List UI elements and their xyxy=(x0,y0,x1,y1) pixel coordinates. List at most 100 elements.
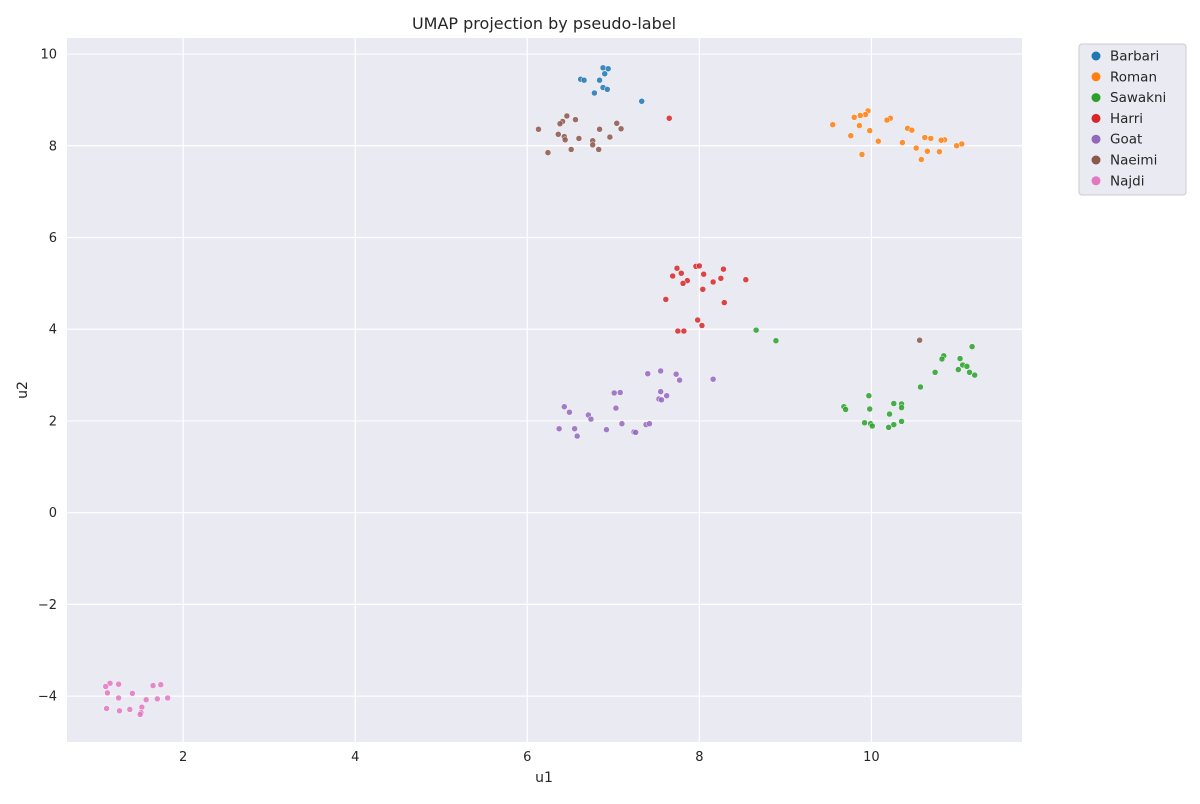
point-sawakni xyxy=(955,366,962,373)
point-roman xyxy=(883,116,891,124)
point-sawakni xyxy=(842,406,849,413)
point-roman xyxy=(829,121,836,128)
point-sawakni xyxy=(869,422,876,430)
point-goat xyxy=(658,396,665,404)
point-naeimi xyxy=(572,116,579,123)
point-harri xyxy=(674,327,682,335)
point-barbari xyxy=(596,76,603,84)
point-goat xyxy=(657,367,664,375)
point-najdi xyxy=(154,695,161,703)
legend-marker-roman xyxy=(1091,72,1101,82)
point-harri xyxy=(678,270,685,277)
data-points xyxy=(102,64,978,718)
point-sawakni xyxy=(956,355,964,362)
y-tick-label: −4 xyxy=(38,690,57,705)
point-najdi xyxy=(116,707,123,715)
point-sawakni xyxy=(966,369,973,376)
point-najdi xyxy=(138,703,146,711)
legend-marker-harri xyxy=(1091,113,1101,123)
point-naeimi xyxy=(563,112,571,120)
point-najdi xyxy=(164,694,171,702)
point-harri xyxy=(698,322,706,329)
y-tick-label: 4 xyxy=(49,323,57,338)
legend-marker-sawakni xyxy=(1091,93,1101,103)
point-roman xyxy=(847,132,855,139)
point-najdi xyxy=(102,683,109,690)
point-sawakni xyxy=(890,421,898,428)
point-naeimi xyxy=(613,120,621,127)
point-roman xyxy=(856,122,863,129)
legend-marker-naeimi xyxy=(1091,155,1101,165)
x-tick-label: 2 xyxy=(179,750,187,765)
legend-label-sawakni: Sawakni xyxy=(1110,90,1166,106)
point-harri xyxy=(680,327,688,335)
point-naeimi xyxy=(595,146,602,153)
point-najdi xyxy=(106,680,114,687)
legend: Barbari Roman Sawakni Harri Goat Naeimi Najdi xyxy=(1078,43,1187,196)
point-naeimi xyxy=(916,336,923,344)
point-najdi xyxy=(104,689,111,697)
point-roman xyxy=(953,142,960,150)
point-barbari xyxy=(604,65,612,72)
point-naeimi xyxy=(556,120,564,128)
point-roman xyxy=(927,135,935,142)
legend-label-harri: Harri xyxy=(1110,111,1143,127)
point-barbari xyxy=(591,89,598,97)
point-najdi xyxy=(126,706,134,713)
y-axis-ticks: −4 −2 0 2 4 6 8 10 xyxy=(38,48,57,705)
point-goat xyxy=(610,389,618,397)
x-tick-label: 4 xyxy=(351,750,359,765)
point-sawakni xyxy=(968,343,976,350)
legend-label-roman: Roman xyxy=(1110,69,1157,85)
point-goat xyxy=(561,403,568,410)
point-najdi xyxy=(115,680,122,688)
point-harri xyxy=(673,264,681,272)
grid-lines xyxy=(67,38,1022,742)
point-harri xyxy=(669,272,676,280)
point-goat xyxy=(573,432,581,440)
point-naeimi xyxy=(561,136,569,144)
point-najdi xyxy=(103,705,110,712)
y-tick-label: 8 xyxy=(49,139,57,154)
point-harri xyxy=(666,115,673,122)
legend-label-goat: Goat xyxy=(1110,132,1142,148)
x-tick-label: 10 xyxy=(863,750,880,765)
point-goat xyxy=(587,415,595,423)
legend-label-najdi: Najdi xyxy=(1110,173,1144,189)
point-sawakni xyxy=(861,419,868,427)
point-harri xyxy=(662,296,670,303)
point-goat xyxy=(566,408,573,416)
point-naeimi xyxy=(606,133,614,141)
point-goat xyxy=(612,404,620,412)
point-naeimi xyxy=(555,131,562,138)
y-tick-label: 10 xyxy=(40,48,57,63)
point-goat xyxy=(555,425,563,433)
point-roman xyxy=(908,126,916,134)
point-goat xyxy=(657,388,664,395)
x-axis-ticks: 2 4 6 8 10 xyxy=(179,750,880,765)
point-barbari xyxy=(580,76,588,84)
point-roman xyxy=(850,114,858,121)
point-sawakni xyxy=(866,405,873,413)
point-sawakni xyxy=(752,326,760,334)
point-sawakni xyxy=(938,355,946,363)
point-goat xyxy=(672,370,680,378)
point-harri xyxy=(696,262,703,270)
point-naeimi xyxy=(544,149,552,156)
point-goat xyxy=(663,392,670,399)
point-harri xyxy=(679,280,687,287)
point-harri xyxy=(699,286,707,293)
point-najdi xyxy=(136,711,144,718)
point-naeimi xyxy=(567,146,575,153)
y-tick-label: 0 xyxy=(49,506,57,521)
point-roman xyxy=(921,134,929,141)
point-roman xyxy=(866,127,873,134)
point-barbari xyxy=(604,86,611,93)
point-harri xyxy=(700,270,707,278)
point-sawakni xyxy=(890,400,898,407)
y-tick-label: 6 xyxy=(49,231,57,246)
point-sawakni xyxy=(885,424,892,431)
y-tick-label: 2 xyxy=(49,414,57,429)
